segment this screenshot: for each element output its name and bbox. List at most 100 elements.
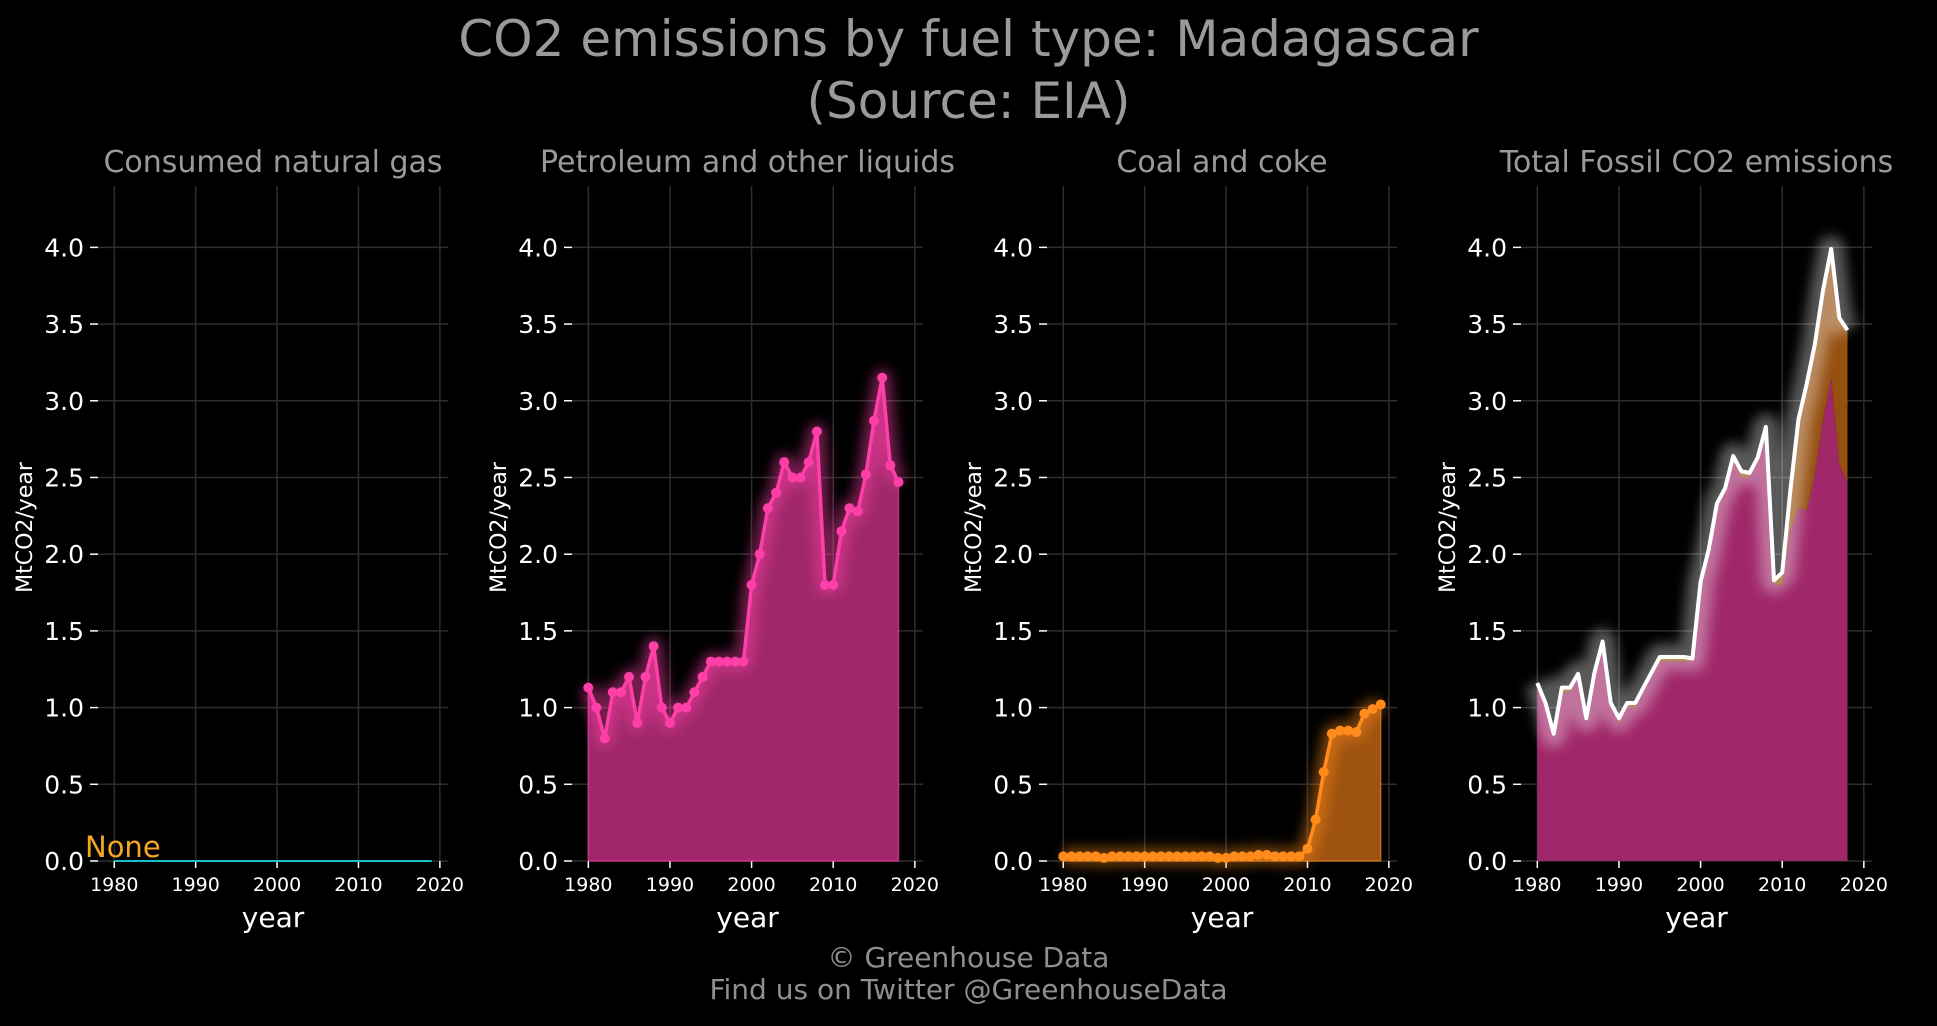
data-point <box>1269 851 1280 862</box>
y-tick-label: 2.5 <box>1467 463 1507 492</box>
y-tick-label: 4.0 <box>44 233 84 262</box>
data-point <box>1359 708 1370 719</box>
y-tick-label: 2.0 <box>44 540 84 569</box>
data-point <box>738 656 749 667</box>
y-tick-label: 0.0 <box>44 847 84 876</box>
x-axis-label: year <box>1665 901 1728 934</box>
data-point <box>1196 851 1207 862</box>
x-tick-label: 1990 <box>1595 874 1643 896</box>
y-tick-label: 0.5 <box>1467 770 1507 799</box>
x-axis-label: year <box>1191 901 1254 934</box>
data-point <box>624 671 635 682</box>
y-tick-label: 3.5 <box>518 310 558 339</box>
data-point <box>656 702 667 713</box>
x-tick-label: 2010 <box>1758 874 1806 896</box>
data-point <box>1212 852 1223 863</box>
data-point <box>754 549 765 560</box>
x-tick-label: 2000 <box>253 874 301 896</box>
y-tick-label: 2.0 <box>993 540 1033 569</box>
data-point <box>1066 851 1077 862</box>
data-point <box>771 487 782 498</box>
x-tick-label: 2020 <box>891 874 939 896</box>
x-tick-label: 2020 <box>1365 874 1413 896</box>
y-tick-label: 0.0 <box>518 847 558 876</box>
y-tick-label: 3.5 <box>993 310 1033 339</box>
data-point <box>681 702 692 713</box>
footer: © Greenhouse Data Find us on Twitter @Gr… <box>0 942 1937 1006</box>
y-tick-label: 0.0 <box>993 847 1033 876</box>
data-point <box>1107 851 1118 862</box>
data-point <box>1164 851 1175 862</box>
data-point <box>697 671 708 682</box>
data-point <box>632 717 643 728</box>
y-tick-label: 3.5 <box>1467 310 1507 339</box>
chart-title: CO2 emissions by fuel type: Madagascar (… <box>0 8 1937 132</box>
data-point <box>713 656 724 667</box>
data-point <box>1278 851 1288 862</box>
data-point <box>1237 851 1248 862</box>
y-tick-label: 1.0 <box>1467 694 1507 723</box>
stack-petroleum-area <box>1537 377 1848 861</box>
data-point <box>1310 814 1321 825</box>
data-point <box>1261 849 1272 860</box>
y-tick-label: 3.0 <box>44 387 84 416</box>
data-point <box>1172 851 1183 862</box>
panel-4: Total Fossil CO2 emissions 0.0 0.5 1.0 1.5 2.… <box>1436 145 1893 934</box>
data-point <box>1058 851 1069 862</box>
data-point <box>1367 704 1378 715</box>
panel-title: Total Fossil CO2 emissions <box>1499 145 1893 180</box>
data-point <box>1123 851 1134 862</box>
y-tick-label: 2.5 <box>993 463 1033 492</box>
y-tick-label: 1.5 <box>518 617 558 646</box>
data-point <box>673 702 684 713</box>
y-tick-label: 2.0 <box>518 540 558 569</box>
x-tick-label: 1980 <box>90 874 138 896</box>
data-point <box>1302 843 1313 854</box>
data-point <box>1286 851 1297 862</box>
x-axis-label: year <box>242 901 305 934</box>
data-point <box>607 687 618 698</box>
y-axis-label: MtCO2/year <box>1436 461 1461 593</box>
chart-title-line2: (Source: EIA) <box>806 72 1131 130</box>
x-tick-label: 2010 <box>334 874 382 896</box>
y-tick-label: 1.0 <box>518 694 558 723</box>
data-point <box>1375 699 1386 710</box>
x-axis-label: year <box>716 901 779 934</box>
data-point <box>1099 852 1109 863</box>
y-tick-label: 1.5 <box>44 617 84 646</box>
x-tick-label: 2000 <box>1676 874 1724 896</box>
data-point <box>1115 851 1126 862</box>
data-point <box>836 526 847 537</box>
data-point <box>1074 851 1085 862</box>
data-point <box>599 733 610 744</box>
x-tick-label: 1980 <box>1039 874 1087 896</box>
data-point <box>583 682 594 693</box>
data-point <box>1343 725 1354 736</box>
data-point <box>877 372 888 383</box>
x-tick-label: 2020 <box>1840 874 1888 896</box>
x-tick-label: 2000 <box>727 874 775 896</box>
x-tick-label: 2020 <box>416 874 464 896</box>
y-tick-label: 3.0 <box>1467 387 1507 416</box>
data-point <box>1294 851 1305 862</box>
y-tick-label: 1.0 <box>993 694 1033 723</box>
x-tick-label: 2010 <box>809 874 857 896</box>
data-point <box>795 472 806 483</box>
series-line-total <box>1535 246 1850 736</box>
data-point <box>820 579 830 590</box>
x-tick-label: 1990 <box>1120 874 1168 896</box>
y-tick-label: 4.0 <box>518 233 558 262</box>
panel-title: Coal and coke <box>1116 145 1327 180</box>
data-point <box>705 656 716 667</box>
data-point <box>730 656 741 667</box>
x-tick-label: 1980 <box>1513 874 1561 896</box>
data-point <box>648 641 659 652</box>
y-tick-label: 2.5 <box>518 463 558 492</box>
panel-title: Consumed natural gas <box>103 145 442 180</box>
data-point <box>1147 851 1158 862</box>
data-point <box>811 426 822 437</box>
y-axis-label: MtCO2/year <box>13 461 38 593</box>
y-tick-label: 2.0 <box>1467 540 1507 569</box>
data-point <box>1245 851 1256 862</box>
y-tick-label: 3.0 <box>518 387 558 416</box>
